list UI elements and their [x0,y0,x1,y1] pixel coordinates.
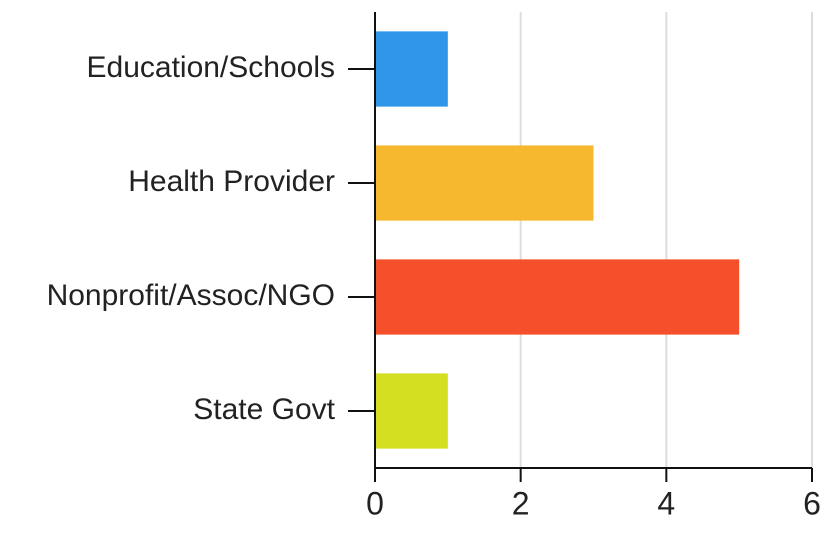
y-tick-label: Education/Schools [87,51,336,84]
bar [375,31,448,107]
bar [375,259,740,335]
bar [375,145,594,221]
x-tick-label: 6 [803,485,821,521]
y-tick-label: Health Provider [128,165,335,198]
y-tick-label: State Govt [193,393,335,426]
x-tick-label: 4 [657,485,675,521]
x-tick-label: 2 [512,485,530,521]
bar [375,373,448,449]
x-tick-label: 0 [366,485,384,521]
y-tick-label: Nonprofit/Assoc/NGO [47,279,335,312]
